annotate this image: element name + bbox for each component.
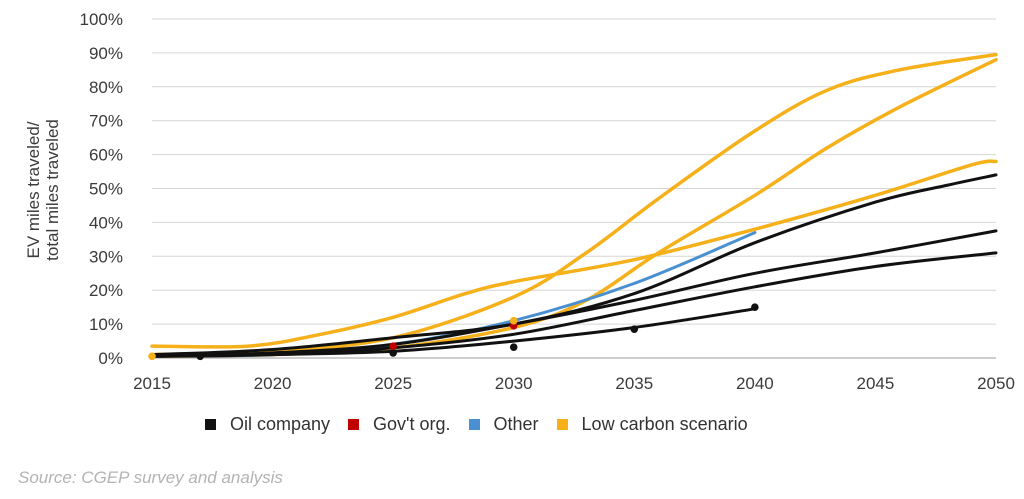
data-point-oil-company: [196, 352, 205, 361]
legend-swatch-oil-company: [205, 419, 216, 430]
x-tick-label: 2025: [374, 374, 412, 393]
legend-label-govt-org: Gov't org.: [373, 414, 451, 434]
legend-swatch-govt-org: [348, 419, 360, 430]
y-tick-label: 40%: [89, 213, 123, 232]
legend-label-other: Other: [493, 414, 539, 434]
legend-label-oil-company: Oil company: [230, 414, 331, 434]
series-lines: [150, 52, 998, 359]
data-point-oil-company: [389, 349, 397, 357]
y-tick-label: 80%: [89, 78, 123, 97]
y-tick-label: 50%: [89, 180, 123, 199]
series-line-oil-company: [150, 307, 757, 358]
series-line-oil-company: [150, 173, 998, 357]
y-tick-label: 100%: [80, 10, 123, 29]
y-tick-label: 30%: [89, 247, 123, 266]
data-point-oil-company: [751, 303, 759, 311]
x-axis-tick-labels: 2015 2020 2025 2030 2035 2040 2045 2050: [133, 374, 1015, 393]
ev-adoption-line-chart: 0%10%20%30%40%50%60%70%80%90%100% 2015 20…: [24, 10, 1015, 393]
x-tick-label: 2040: [736, 374, 774, 393]
data-point-low-carbon-scenario: [509, 316, 518, 325]
series-markers: [148, 303, 759, 361]
legend-label-low-carbon-scenario: Low carbon scenario: [581, 414, 748, 434]
data-point-oil-company: [509, 343, 518, 351]
y-tick-label: 90%: [89, 44, 123, 63]
legend-swatch-other: [468, 419, 480, 430]
data-point-low-carbon-scenario: [148, 352, 156, 361]
x-tick-label: 2050: [977, 374, 1015, 393]
gridlines: [152, 18, 996, 359]
source-note: Source: CGEP survey and analysis: [18, 468, 283, 487]
y-tick-label: 70%: [89, 112, 123, 131]
y-tick-label: 60%: [89, 146, 123, 165]
legend-item-oil-company: Oil company: [205, 414, 330, 435]
legend-item-govt-org: Gov't org.: [348, 414, 451, 435]
y-axis-tick-labels: 0% 10% 20% 30% 40% 50% 60% 70% 80% 90% 100%: [80, 10, 123, 368]
x-tick-label: 2035: [615, 374, 653, 393]
y-tick-label: 0%: [98, 349, 123, 368]
y-tick-label: 20%: [89, 281, 123, 300]
y-axis-label-line-2: total miles traveled: [43, 119, 62, 261]
y-axis-label-line-1: EV miles traveled/: [24, 121, 43, 258]
chart-legend: Oil company Gov't org. Other Low carbon …: [205, 414, 766, 435]
series-line-oil-company: [150, 229, 998, 358]
x-tick-label: 2020: [254, 374, 292, 393]
y-tick-label: 10%: [89, 315, 123, 334]
series-line-low-carbon-scenario: [150, 159, 998, 349]
legend-swatch-low-carbon-scenario: [556, 419, 568, 430]
data-point-gov-t-org: [389, 342, 397, 350]
data-point-oil-company: [630, 325, 639, 333]
x-tick-label: 2045: [857, 374, 895, 393]
series-line-low-carbon-scenario: [150, 52, 998, 357]
x-tick-label: 2015: [133, 374, 171, 393]
legend-item-other: Other: [468, 414, 539, 435]
x-tick-label: 2030: [495, 374, 533, 393]
legend-item-low-carbon-scenario: Low carbon scenario: [556, 414, 748, 435]
